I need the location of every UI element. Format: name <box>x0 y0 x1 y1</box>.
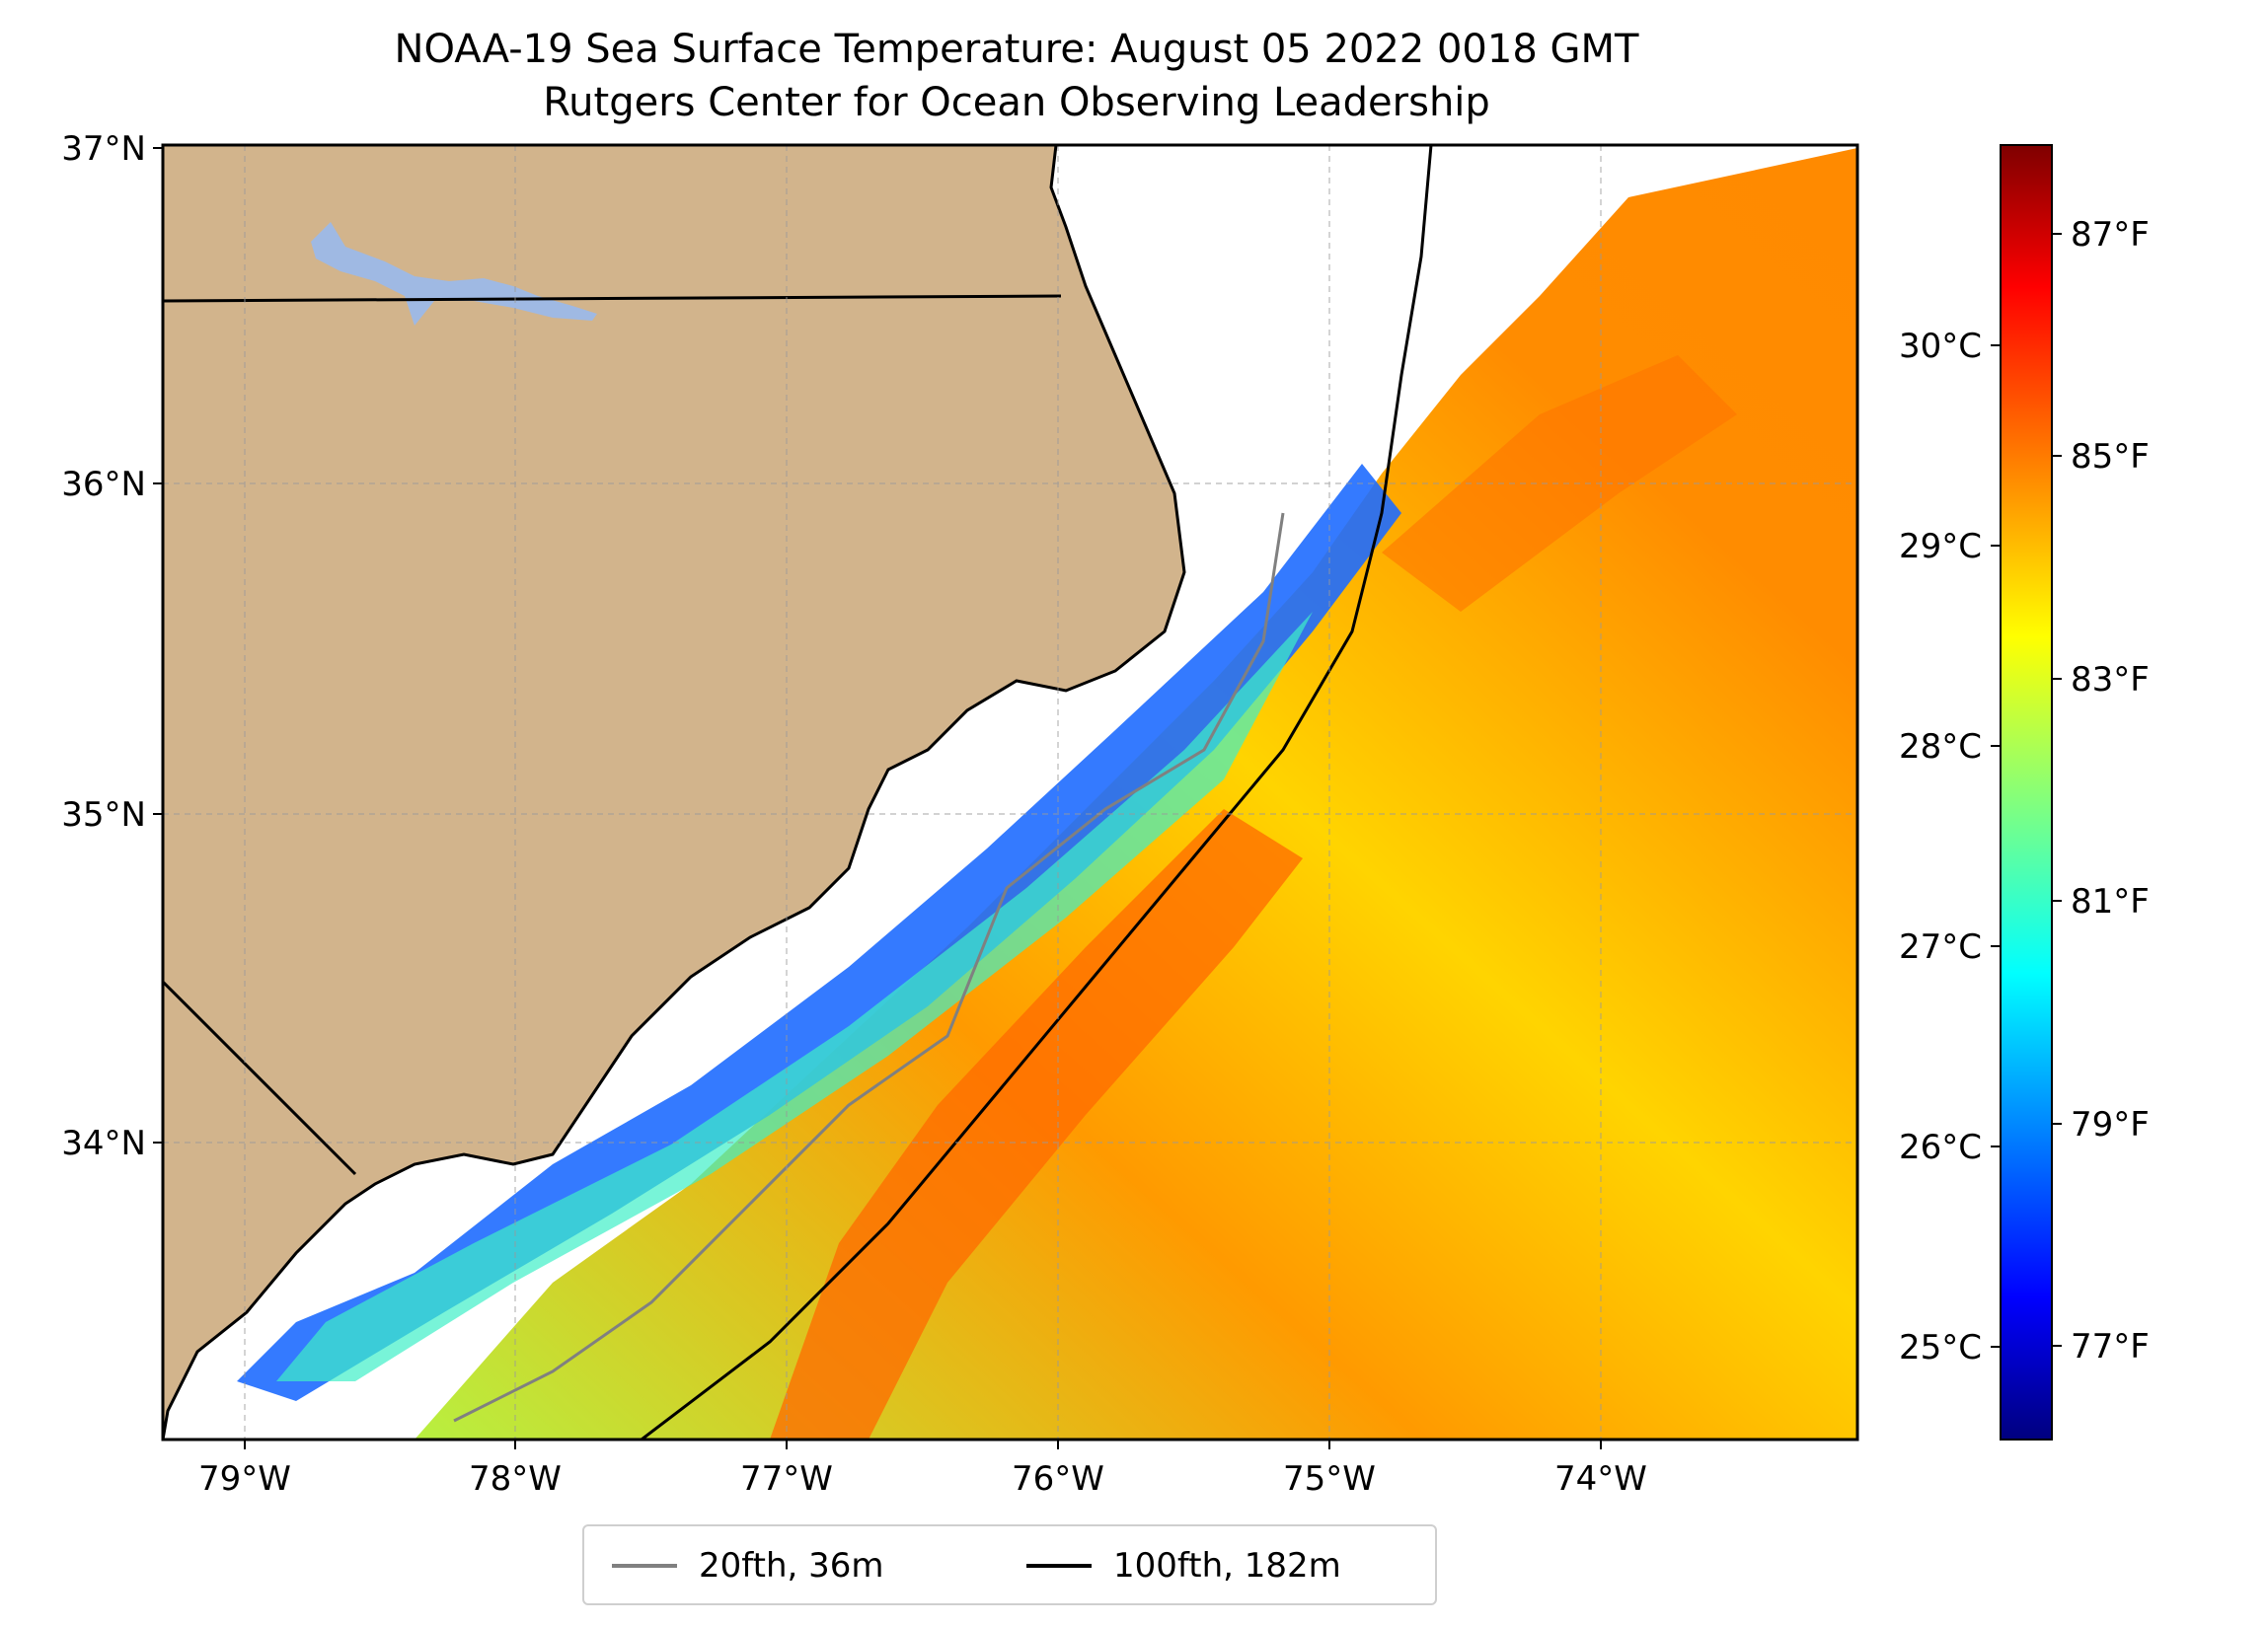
cyan-shelf-water <box>276 612 1313 1381</box>
fahrenheit-tick-label: 77°F <box>2071 1327 2150 1367</box>
celsius-tick-label: 25°C <box>1899 1328 1982 1367</box>
celsius-tick-label: 27°C <box>1899 927 1982 967</box>
isobath-20fth <box>453 512 1285 1423</box>
fahrenheit-tick-label: 83°F <box>2071 660 2150 700</box>
celsius-tick-label: 28°C <box>1899 727 1982 767</box>
legend-line-gray <box>612 1564 677 1568</box>
lon-axis: 79°W 78°W 77°W 76°W 75°W 74°W <box>198 1440 1647 1499</box>
isobath-legend: 20fth, 36m 100fth, 182m <box>582 1524 1437 1605</box>
fahrenheit-tick-label: 87°F <box>2071 215 2150 255</box>
lat-tick-label: 36°N <box>61 465 146 504</box>
colorbar-celsius-axis: 30°C 29°C 28°C 27°C 26°C 25°C <box>1899 327 2001 1367</box>
lon-tick-label: 75°W <box>1283 1459 1376 1499</box>
legend-label: 20fth, 36m <box>699 1546 884 1586</box>
lon-tick-label: 76°W <box>1012 1459 1104 1499</box>
cold-shelf-water <box>237 464 1401 1401</box>
map-subtitle: Rutgers Center for Ocean Observing Leade… <box>543 80 1490 125</box>
celsius-tick-label: 30°C <box>1899 327 1982 366</box>
colorbar-fahrenheit-axis: 87°F 85°F 83°F 81°F 79°F 77°F <box>2052 215 2150 1367</box>
lat-tick-label: 34°N <box>61 1124 146 1163</box>
lon-tick-label: 78°W <box>469 1459 562 1499</box>
land-mass <box>163 145 1186 1440</box>
map-frame <box>161 143 1859 1441</box>
state-border-nc-sc <box>163 980 357 1176</box>
lat-axis: 37°N 36°N 35°N 34°N <box>61 129 163 1163</box>
fahrenheit-tick-label: 85°F <box>2071 437 2150 477</box>
map-area <box>163 145 1857 1440</box>
isobath-100fth <box>641 145 1433 1440</box>
legend-line-black <box>1026 1564 1092 1568</box>
lon-tick-label: 79°W <box>198 1459 291 1499</box>
colorbar <box>2000 144 2053 1441</box>
map-title: NOAA-19 Sea Surface Temperature: August … <box>394 27 1639 72</box>
warm-core-band <box>770 809 1303 1440</box>
lon-tick-label: 77°W <box>740 1459 833 1499</box>
celsius-tick-label: 26°C <box>1899 1128 1982 1167</box>
fahrenheit-tick-label: 81°F <box>2071 882 2150 922</box>
lat-tick-label: 35°N <box>61 795 146 835</box>
celsius-tick-label: 29°C <box>1899 527 1982 566</box>
lat-tick-label: 37°N <box>61 129 146 169</box>
warm-offshore-band <box>1382 355 1737 612</box>
fahrenheit-tick-label: 79°F <box>2071 1105 2150 1145</box>
gridlines <box>163 145 1857 1440</box>
state-border-va-nc <box>163 294 1062 303</box>
legend-label: 100fth, 182m <box>1113 1546 1341 1586</box>
lon-tick-label: 74°W <box>1554 1459 1647 1499</box>
